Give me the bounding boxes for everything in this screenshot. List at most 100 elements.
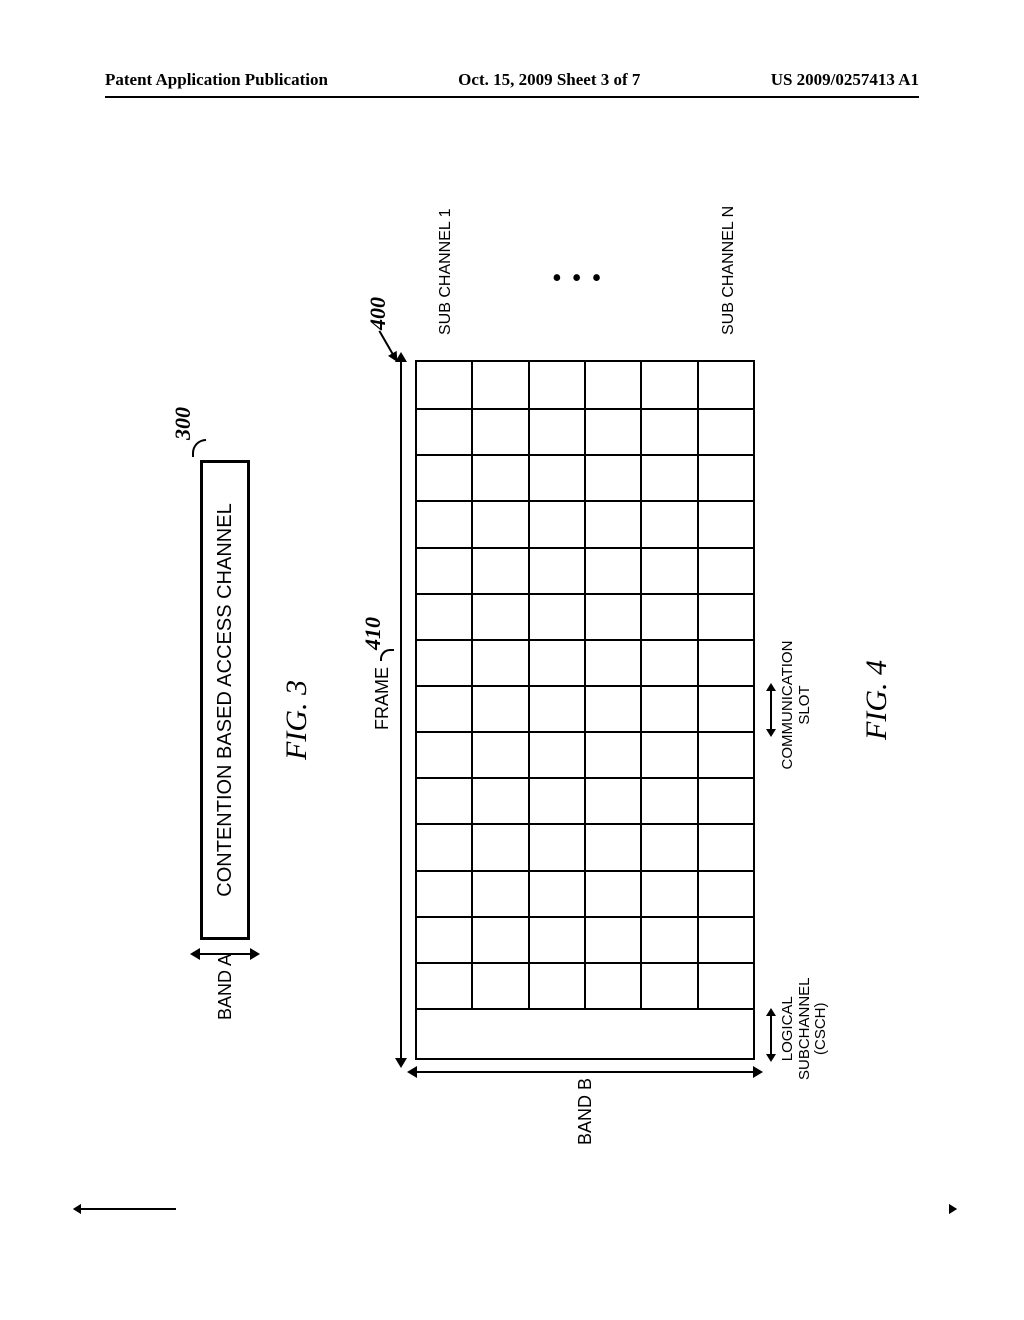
grid-cell bbox=[586, 777, 642, 823]
header-right: US 2009/0257413 A1 bbox=[771, 70, 919, 90]
grid-cell bbox=[642, 639, 698, 685]
csch-line3: (CSCH) bbox=[812, 1002, 829, 1055]
fig3-band-a-arrow bbox=[198, 953, 252, 955]
grid-cell bbox=[417, 916, 473, 962]
grid-cell bbox=[530, 362, 586, 408]
grid-cell bbox=[530, 408, 586, 454]
grid-cell bbox=[586, 408, 642, 454]
grid-cell bbox=[699, 362, 753, 408]
grid-cell bbox=[417, 454, 473, 500]
grid-cell bbox=[530, 823, 586, 869]
grid-cell bbox=[699, 639, 753, 685]
fig4-ref-400: 400 bbox=[365, 297, 391, 330]
grid-cell bbox=[417, 685, 473, 731]
grid-cell bbox=[699, 962, 753, 1008]
grid-cell bbox=[417, 870, 473, 916]
grid-cell bbox=[642, 962, 698, 1008]
grid-cell bbox=[699, 777, 753, 823]
grid-cell bbox=[473, 547, 529, 593]
grid-cell bbox=[586, 593, 642, 639]
slot-line2: SLOT bbox=[796, 685, 813, 724]
grid-cell bbox=[699, 500, 753, 546]
grid-cell bbox=[699, 593, 753, 639]
grid-cell bbox=[642, 823, 698, 869]
grid-cell bbox=[699, 454, 753, 500]
csch-line2: SUBCHANNEL bbox=[796, 977, 813, 1080]
frame-width-arrow bbox=[400, 360, 402, 1060]
header-left: Patent Application Publication bbox=[105, 70, 328, 90]
grid-cell bbox=[699, 685, 753, 731]
grid-cell bbox=[417, 362, 473, 408]
fig3-ref-leader bbox=[192, 439, 206, 457]
grid-cell bbox=[586, 731, 642, 777]
grid-cell bbox=[473, 593, 529, 639]
grid-cell bbox=[530, 685, 586, 731]
grid-cell bbox=[530, 870, 586, 916]
grid-cell bbox=[586, 685, 642, 731]
csch-line1: LOGICAL bbox=[779, 996, 796, 1061]
grid-cell bbox=[642, 593, 698, 639]
grid-cell bbox=[473, 639, 529, 685]
grid-cell bbox=[586, 823, 642, 869]
rotated-diagram-area: BAND A CONTENTION BASED ACCESS CHANNEL 3… bbox=[0, 250, 1024, 1120]
grid-cell bbox=[473, 777, 529, 823]
grid-cell bbox=[586, 962, 642, 1008]
grid-cell bbox=[417, 500, 473, 546]
grid-cell bbox=[530, 639, 586, 685]
grid-cell bbox=[473, 454, 529, 500]
grid-cell bbox=[642, 547, 698, 593]
grid-csch-column bbox=[417, 1008, 753, 1058]
grid-cell bbox=[586, 916, 642, 962]
grid-cell bbox=[417, 777, 473, 823]
grid-cell bbox=[586, 454, 642, 500]
subchannel-1-label: SUB CHANNEL 1 bbox=[437, 208, 455, 335]
grid-cell bbox=[642, 685, 698, 731]
grid-cell bbox=[473, 731, 529, 777]
grid-cell bbox=[530, 777, 586, 823]
fig4-band-b-label: BAND B bbox=[575, 1078, 596, 1145]
grid-cell bbox=[417, 962, 473, 1008]
fig3-caption: FIG. 3 bbox=[280, 680, 314, 760]
csch-width-arrow bbox=[770, 1015, 772, 1055]
grid-cell bbox=[473, 408, 529, 454]
csch-label: LOGICAL SUBCHANNEL 430 (CSCH) bbox=[780, 977, 830, 1080]
vertical-ellipsis: ••• bbox=[552, 263, 611, 295]
grid-cell bbox=[473, 823, 529, 869]
grid-cell bbox=[530, 547, 586, 593]
grid-cell bbox=[417, 731, 473, 777]
grid-cell bbox=[473, 362, 529, 408]
grid-cell bbox=[586, 639, 642, 685]
grid-cell bbox=[699, 547, 753, 593]
grid-cell bbox=[473, 962, 529, 1008]
grid-cell bbox=[473, 870, 529, 916]
subchannel-n-label: SUB CHANNEL N bbox=[720, 206, 738, 335]
fig3-ref-number: 300 bbox=[170, 407, 196, 440]
page-header: Patent Application Publication Oct. 15, … bbox=[105, 70, 919, 98]
slot-label: COMMUNICATION 420 SLOT bbox=[780, 625, 813, 785]
grid-cell bbox=[699, 823, 753, 869]
grid-cell bbox=[642, 731, 698, 777]
grid-cell bbox=[530, 731, 586, 777]
fig4-caption: FIG. 4 bbox=[860, 660, 894, 740]
grid-cell bbox=[473, 916, 529, 962]
grid-cell bbox=[473, 500, 529, 546]
diagram-inner: BAND A CONTENTION BASED ACCESS CHANNEL 3… bbox=[80, 160, 950, 1210]
grid-cell bbox=[642, 362, 698, 408]
fig3-channel-box: CONTENTION BASED ACCESS CHANNEL bbox=[200, 460, 250, 940]
grid-cell bbox=[642, 777, 698, 823]
grid-cell bbox=[642, 500, 698, 546]
grid-cell bbox=[417, 639, 473, 685]
grid-cell bbox=[473, 685, 529, 731]
grid-cell bbox=[699, 870, 753, 916]
grid-cell bbox=[642, 870, 698, 916]
grid-cell bbox=[417, 547, 473, 593]
grid-cell bbox=[642, 454, 698, 500]
fig4-ref-410: 410 bbox=[360, 617, 386, 650]
grid-cell bbox=[417, 593, 473, 639]
grid-cell bbox=[699, 731, 753, 777]
subchanneln-arrow bbox=[128, 1208, 176, 1210]
slot-width-arrow bbox=[770, 690, 772, 730]
fig4-grid bbox=[415, 360, 755, 1060]
fig4-410-leader bbox=[380, 649, 394, 661]
fig4-frame-label: FRAME bbox=[372, 667, 393, 730]
